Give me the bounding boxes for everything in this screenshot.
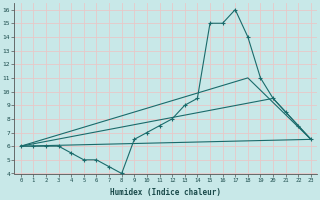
X-axis label: Humidex (Indice chaleur): Humidex (Indice chaleur) [110, 188, 221, 197]
